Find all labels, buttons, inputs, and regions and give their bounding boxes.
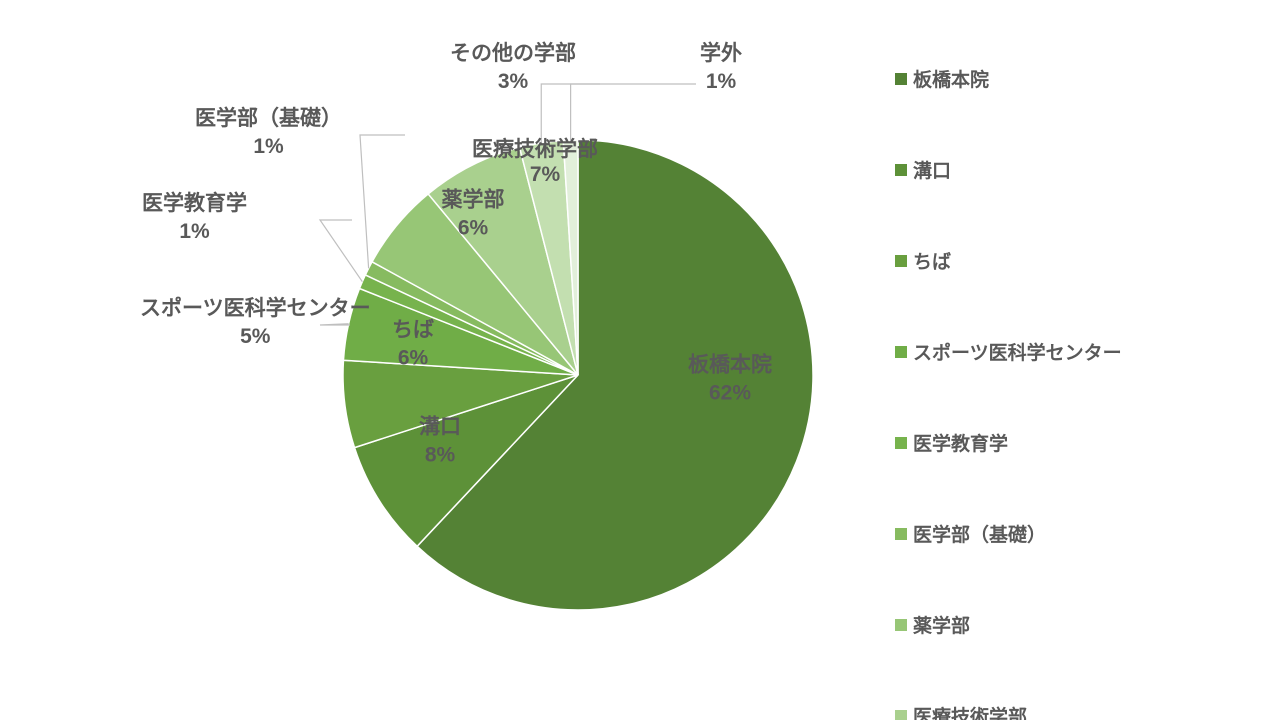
slice-label: 医学教育学1%	[142, 190, 247, 247]
legend-label: 医学部（基礎）	[913, 520, 1046, 547]
legend-item: スポーツ医科学センター	[895, 323, 1122, 380]
slice-label: その他の学部3%	[450, 40, 576, 97]
slice-label: 薬学部6%	[442, 187, 505, 244]
slice-label-pct: 1%	[142, 218, 247, 246]
legend-label: 医療技術学部	[913, 702, 1027, 720]
slice-label: 医学部（基礎）1%	[195, 105, 342, 162]
chart-stage: 板橋本院溝口ちばスポーツ医科学センター医学教育学医学部（基礎）薬学部医療技術学部…	[0, 0, 1280, 720]
slice-label-pct: 3%	[450, 68, 576, 96]
slice-label-text: 医学部（基礎）	[195, 105, 342, 133]
slice-label: 板橋本院62%	[688, 352, 772, 409]
leader-line	[320, 220, 362, 282]
legend-item: 薬学部	[895, 596, 1122, 653]
slice-label-pct: 6%	[442, 215, 505, 243]
legend-label: ちば	[913, 247, 951, 274]
legend: 板橋本院溝口ちばスポーツ医科学センター医学教育学医学部（基礎） 薬学部医療技術学部…	[895, 50, 1122, 720]
slice-label-pct: 8%	[419, 442, 461, 470]
legend-swatch	[895, 619, 907, 631]
legend-label: スポーツ医科学センター	[913, 338, 1122, 365]
legend-item: 板橋本院	[895, 50, 1122, 107]
slice-label: スポーツ医科学センター5%	[140, 295, 371, 352]
legend-item: 医学部（基礎）	[895, 505, 1122, 562]
legend-item: 医学教育学	[895, 414, 1122, 471]
slice-label: 溝口8%	[419, 414, 461, 471]
slice-label-text: 板橋本院	[688, 352, 772, 380]
slice-label-text: スポーツ医科学センター	[140, 295, 371, 323]
slice-label-text: 薬学部	[442, 187, 505, 215]
legend-label: 板橋本院	[913, 65, 989, 92]
legend-item: 溝口	[895, 141, 1122, 198]
slice-label-text: ちば	[392, 317, 434, 345]
slice-label-text: 医学教育学	[142, 190, 247, 218]
slice-label-pct: 62%	[688, 380, 772, 408]
slice-label-pct: 1%	[700, 68, 742, 96]
slice-label: ちば6%	[392, 317, 434, 374]
legend-label: 溝口	[913, 156, 951, 183]
slice-label: 学外1%	[700, 40, 742, 97]
legend-item: 医療技術学部	[895, 687, 1122, 720]
legend-swatch	[895, 164, 907, 176]
legend-swatch	[895, 528, 907, 540]
slice-label-text: 溝口	[419, 414, 461, 442]
slice-label-pct: 7%	[530, 161, 560, 189]
slice-label-pct: 6%	[392, 345, 434, 373]
legend-label: 医学教育学	[913, 429, 1008, 456]
legend-item: ちば	[895, 232, 1122, 289]
slice-label-pct: 5%	[140, 323, 371, 351]
slice-label-text: 学外	[700, 40, 742, 68]
legend-swatch	[895, 255, 907, 267]
legend-swatch	[895, 346, 907, 358]
legend-swatch	[895, 710, 907, 720]
leader-line	[571, 84, 696, 140]
legend-label: 薬学部	[913, 611, 970, 638]
slice-label-text: その他の学部	[450, 40, 576, 68]
slice-label-pct: 1%	[195, 133, 342, 161]
legend-swatch	[895, 437, 907, 449]
legend-swatch	[895, 73, 907, 85]
